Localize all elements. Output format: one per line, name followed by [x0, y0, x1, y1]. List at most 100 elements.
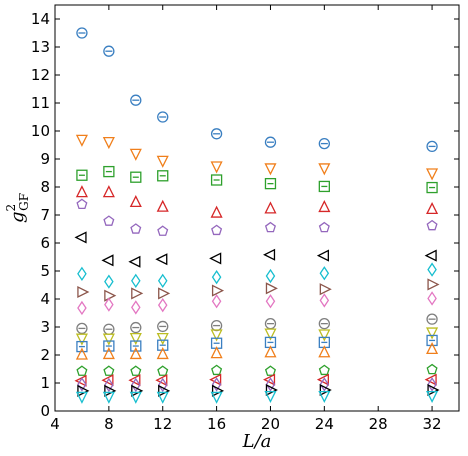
data-point-triangle-left: [128, 255, 141, 268]
x-axis-label: L/a: [242, 431, 272, 452]
data-point: [319, 266, 330, 281]
data-point-square: [157, 339, 169, 351]
data-point: [264, 345, 277, 358]
data-point-square: [157, 170, 169, 182]
series-2: [75, 134, 439, 181]
data-point: [131, 377, 141, 393]
data-point: [426, 334, 438, 347]
data-point-triangle-left: [74, 231, 87, 244]
data-point-diamond: [157, 377, 168, 393]
data-point: [76, 322, 88, 335]
data-point: [130, 223, 142, 234]
data-point-pentagon: [318, 364, 330, 376]
data-point: [129, 332, 142, 346]
data-point: [128, 374, 141, 387]
data-point-triangle-up: [264, 201, 277, 214]
y-axis-label-sub: GF: [17, 193, 31, 211]
data-point-triangle-up: [318, 345, 331, 358]
data-point: [210, 205, 223, 218]
data-point-circle: [318, 317, 330, 330]
x-tick-label: 4: [50, 415, 60, 433]
data-point: [156, 346, 169, 360]
data-point: [265, 294, 276, 309]
series-17: [77, 383, 440, 397]
data-point: [265, 268, 276, 284]
data-point: [129, 346, 142, 360]
data-point: [130, 321, 142, 334]
data-point-square: [426, 181, 438, 194]
data-point-triangle-left: [316, 373, 329, 386]
data-point: [130, 365, 142, 376]
data-point-triangle-right: [265, 383, 278, 397]
data-point-circle: [130, 321, 142, 334]
data-point-diamond: [131, 300, 141, 315]
data-point-diamond: [157, 297, 168, 313]
data-point-triangle-up: [426, 201, 439, 215]
series-1: [76, 27, 438, 153]
series-3: [76, 165, 438, 194]
data-point: [77, 384, 90, 397]
data-point-diamond: [265, 294, 276, 309]
series-10: [76, 313, 438, 335]
data-point-triangle-left: [155, 253, 168, 266]
data-point-triangle-left: [316, 249, 329, 262]
data-point-circle: [130, 94, 142, 106]
data-point: [318, 317, 330, 330]
data-point: [130, 94, 142, 106]
data-point-square: [210, 174, 223, 186]
data-point-triangle-right: [427, 383, 440, 397]
data-point: [131, 384, 144, 397]
data-point-triangle-up: [156, 199, 169, 212]
data-point-triangle-up: [102, 346, 115, 360]
data-point: [210, 346, 223, 359]
data-point: [427, 262, 437, 277]
data-point-diamond: [211, 269, 222, 285]
data-point-pentagon: [318, 221, 330, 233]
data-point: [319, 283, 332, 296]
data-point-triangle-up: [210, 346, 223, 359]
data-point: [129, 148, 142, 161]
data-point-diamond: [131, 377, 141, 393]
data-point: [76, 27, 88, 39]
data-point: [210, 391, 223, 404]
data-point: [156, 391, 169, 404]
data-point-triangle-left: [209, 373, 222, 386]
data-point-triangle-down: [102, 333, 115, 346]
data-point: [318, 329, 331, 342]
data-point-triangle-up: [318, 199, 331, 213]
data-point: [129, 194, 142, 208]
data-point-triangle-down: [75, 333, 88, 346]
data-point: [426, 140, 438, 153]
data-point-pentagon: [426, 219, 438, 231]
data-point: [211, 364, 223, 376]
data-point-pentagon: [264, 365, 276, 376]
data-point: [156, 332, 169, 346]
data-point-pentagon: [157, 365, 169, 376]
data-point: [156, 199, 169, 212]
data-point: [319, 377, 330, 392]
data-point: [77, 377, 87, 392]
data-point: [75, 134, 88, 147]
data-point-triangle-left: [101, 254, 114, 267]
data-point: [211, 294, 222, 309]
x-tick-label: 20: [261, 415, 280, 433]
data-point: [75, 185, 88, 198]
data-point-triangle-left: [209, 252, 222, 265]
data-point: [157, 111, 169, 123]
data-point: [210, 329, 223, 342]
data-point-triangle-up: [75, 185, 88, 198]
data-point-triangle-right: [131, 384, 144, 397]
data-point: [265, 282, 278, 295]
data-point-square: [76, 169, 88, 181]
data-point: [426, 390, 439, 404]
data-point: [426, 168, 439, 181]
data-point-triangle-down: [210, 391, 223, 404]
data-point-square: [103, 340, 115, 352]
y-tick-label: 9: [40, 150, 50, 168]
data-point-diamond: [427, 262, 437, 277]
data-point-diamond: [319, 377, 330, 392]
data-point: [74, 231, 87, 244]
data-point-square: [426, 334, 438, 347]
data-point-triangle-down: [102, 391, 115, 404]
